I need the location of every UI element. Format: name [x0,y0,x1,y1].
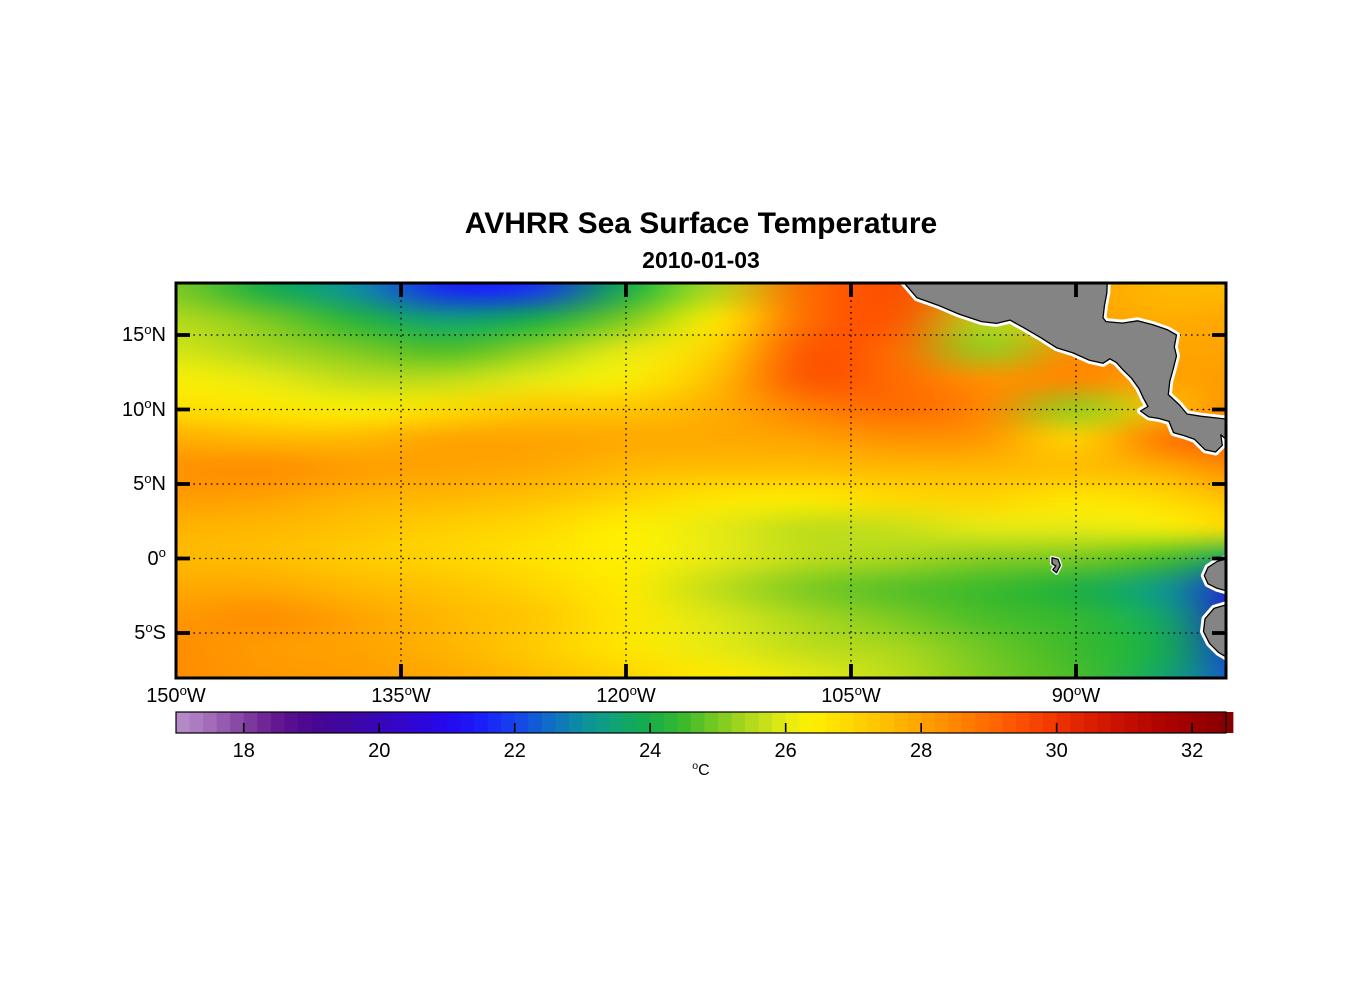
y-tick-label: 5oN [133,470,166,495]
colorbar-tick-label: 20 [368,740,391,762]
x-tick-label: 135oW [371,682,431,707]
colorbar-tick-label: 32 [1181,740,1204,762]
colorbar-tick-label: 22 [503,740,526,762]
colorbar [175,711,1234,734]
plot-frame [174,281,1228,680]
axis-ticks [177,284,1225,677]
y-tick-label: 15oN [121,321,166,346]
grid-lines [176,283,1226,678]
colorbar-tick-label: 28 [910,740,933,762]
figure-title: AVHRR Sea Surface Temperature [464,207,938,240]
figure-subtitle: 2010-01-03 [642,247,760,273]
y-tick-label: 0o [147,545,166,570]
land-masses [899,283,1226,661]
colorbar-tick-label: 24 [639,740,662,762]
land-galapagos-island [1051,557,1061,574]
land-central-america [903,283,1226,453]
x-tick-label: 120oW [596,682,656,707]
y-tick-label: 5oS [134,619,166,644]
colorbar-tick-label: 18 [232,740,255,762]
sst-map-area [176,283,1226,678]
land-south-america-south [1202,604,1226,658]
x-tick-label: 90oW [1051,682,1101,707]
sst-heatmap-canvas [176,283,1226,678]
colorbar-frame [175,711,1227,734]
y-tick-label: 10oN [121,396,166,421]
x-tick-label: 150oW [146,682,206,707]
colorbar-tick-label: 30 [1045,740,1068,762]
land-south-america-north [1203,557,1226,592]
colorbar-tick-label: 26 [774,740,797,762]
x-tick-label: 105oW [821,682,881,707]
colorbar-unit-label: oC [692,760,710,779]
